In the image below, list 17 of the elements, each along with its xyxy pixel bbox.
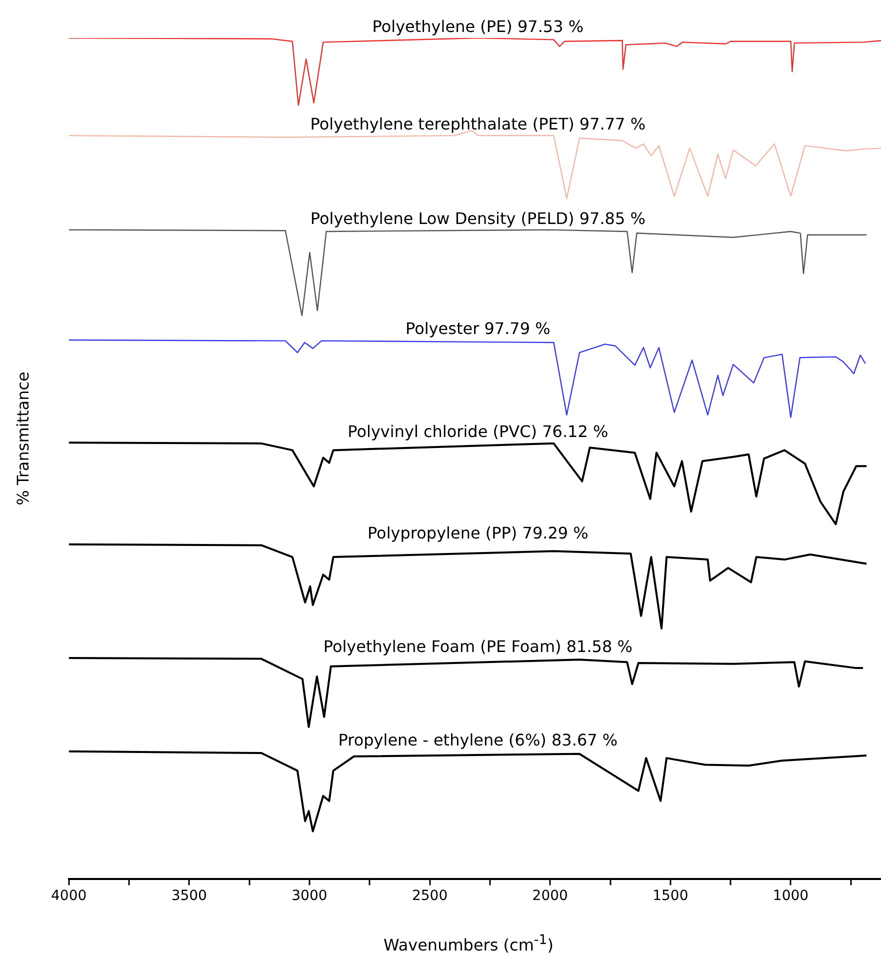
series-label: Polypropylene (PP) 79.29 % bbox=[367, 524, 588, 543]
x-tick-label: 2000 bbox=[532, 888, 568, 904]
x-tick-label: 3000 bbox=[292, 888, 328, 904]
x-tick-label: 1500 bbox=[652, 888, 688, 904]
x-tick-label: 1000 bbox=[772, 888, 809, 904]
series-label: Polyethylene (PE) 97.53 % bbox=[372, 17, 584, 36]
x-axis-title: Wavenumbers (cm$^{-1}$) bbox=[382, 933, 554, 954]
series-label: Polyester 97.79 % bbox=[405, 319, 550, 338]
x-tick-label: 3500 bbox=[171, 888, 207, 904]
series-label: Propylene - ethylene (6%) 83.67 % bbox=[338, 730, 618, 750]
x-tick-label: 2500 bbox=[412, 888, 448, 904]
y-axis-title: % Transmittance bbox=[14, 371, 33, 505]
series-label: Polyethylene terephthalate (PET) 97.77 % bbox=[310, 114, 646, 134]
series-label: Polyethylene Low Density (PELD) 97.85 % bbox=[310, 208, 646, 228]
series-label: Polyvinyl chloride (PVC) 76.12 % bbox=[348, 422, 608, 441]
series-label: Polyethylene Foam (PE Foam) 81.58 % bbox=[323, 637, 632, 656]
x-tick-label: 4000 bbox=[50, 888, 87, 904]
